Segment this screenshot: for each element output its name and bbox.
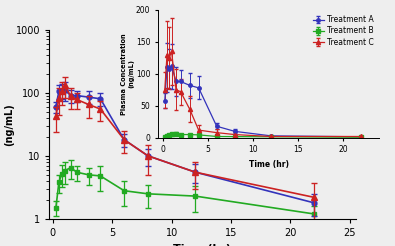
X-axis label: Time (hr): Time (hr) [248, 160, 289, 169]
X-axis label: Time (hr): Time (hr) [173, 244, 231, 246]
Y-axis label: Plasma  Concentration
(ng/mL): Plasma Concentration (ng/mL) [0, 62, 15, 186]
Legend: Treatment A, Treatment B, Treatment C: Treatment A, Treatment B, Treatment C [311, 14, 375, 48]
Y-axis label: Plasma Concentration
(ng/mL): Plasma Concentration (ng/mL) [122, 33, 134, 115]
